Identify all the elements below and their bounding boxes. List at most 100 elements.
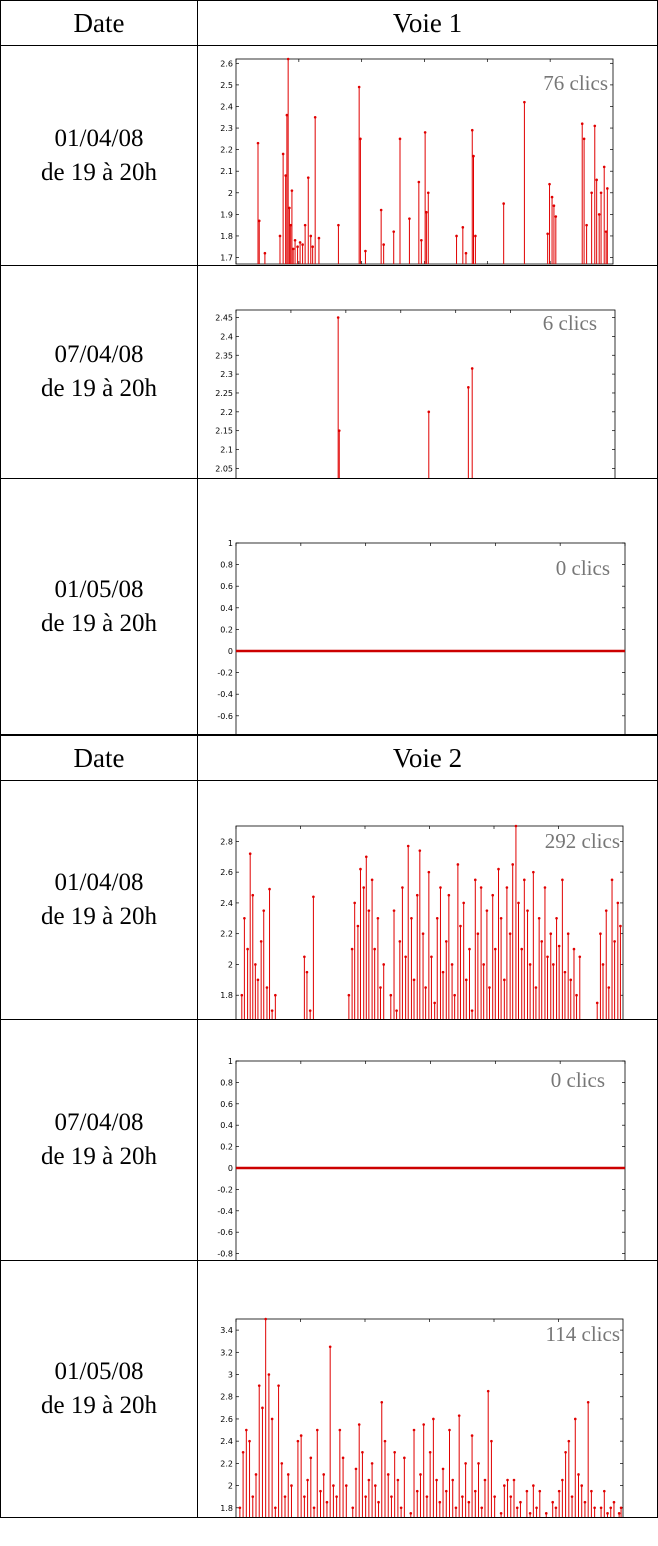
stem-point xyxy=(254,963,257,966)
stem-point xyxy=(265,986,269,989)
stem-point xyxy=(550,195,554,199)
stem-point xyxy=(435,1478,438,1482)
y-tick-label: 1.7 xyxy=(220,254,233,263)
y-tick-label: 2.35 xyxy=(215,351,233,360)
stem-point xyxy=(406,844,410,848)
stem-point xyxy=(583,1500,587,1504)
stem-point xyxy=(444,1489,448,1493)
stem-point xyxy=(447,893,451,897)
stem-point xyxy=(444,940,448,943)
stem-point xyxy=(597,213,601,216)
stem-point xyxy=(511,863,515,866)
y-tick-label: 1.8 xyxy=(220,991,233,1000)
stem-point xyxy=(604,230,608,233)
stem-point xyxy=(564,1450,567,1454)
y-tick-label: 0.8 xyxy=(220,561,233,570)
stem-point xyxy=(430,955,433,959)
stem-point xyxy=(246,947,249,951)
date-text: 01/04/08 xyxy=(54,869,144,896)
table-header-voie1: Date Voie 1 xyxy=(1,0,657,46)
y-tick-label: 0.8 xyxy=(220,1078,233,1087)
stem-point xyxy=(350,947,354,951)
stem-point xyxy=(303,223,307,227)
stem-point xyxy=(262,909,266,912)
stem-point xyxy=(528,963,532,966)
stem-point xyxy=(563,970,567,974)
date-cell: 01/05/08 de 19 à 20h xyxy=(1,1261,198,1517)
y-tick-label: 2.2 xyxy=(220,408,233,417)
stem-point xyxy=(412,1428,416,1432)
stem-point xyxy=(448,1428,451,1432)
y-tick-label: 2.1 xyxy=(220,167,233,176)
date-column-header: Date xyxy=(1,736,198,780)
stem-point xyxy=(261,1406,264,1410)
stem-point xyxy=(464,978,468,982)
stem-point xyxy=(270,1009,274,1012)
stem-point xyxy=(490,1439,493,1443)
y-tick-label: 2.6 xyxy=(220,59,233,68)
y-tick-label: 2.6 xyxy=(220,868,233,877)
table-row: 01/04/08 de 19 à 20h 010203040501.61.822… xyxy=(1,781,657,1020)
stem-point xyxy=(610,878,614,882)
stem-point xyxy=(613,940,616,943)
plot-frame xyxy=(235,1318,624,1517)
time-range-text: de 19 à 20h xyxy=(41,1392,157,1419)
stem-point xyxy=(470,128,474,132)
y-tick-label: -0.6 xyxy=(217,1228,233,1237)
stem-point xyxy=(425,210,428,214)
stem-point xyxy=(281,152,285,156)
stem-point xyxy=(317,236,321,240)
stem-point xyxy=(599,932,602,935)
stem-point xyxy=(353,901,356,905)
stem-point xyxy=(398,137,402,141)
y-tick-label: 2.3 xyxy=(220,370,233,379)
stem-point xyxy=(305,970,309,974)
y-tick-label: 2.2 xyxy=(220,930,233,939)
voie-column-header: Voie 2 xyxy=(392,742,463,773)
stem-point xyxy=(464,1462,467,1465)
stem-point xyxy=(398,940,402,943)
stem-point xyxy=(561,1478,564,1482)
stem-point xyxy=(386,1473,390,1476)
stem-point xyxy=(619,924,622,928)
stem-point xyxy=(555,917,558,920)
y-tick-label: 1 xyxy=(228,539,233,548)
stem-point xyxy=(457,1414,461,1417)
stem-point xyxy=(534,986,538,989)
stem-point xyxy=(585,223,588,227)
stem-point xyxy=(309,1456,313,1460)
chart-cell: 010203040501.61.822.22.42.62.833.23.4114… xyxy=(198,1261,657,1517)
stem-point xyxy=(289,223,292,227)
stem-point xyxy=(370,878,374,882)
date-cell: 01/05/08 de 19 à 20h xyxy=(1,479,198,734)
stem-point xyxy=(376,917,380,920)
stem-point xyxy=(344,1484,348,1487)
clic-count-annotation: 76 clics xyxy=(543,71,608,95)
y-tick-label: 1.8 xyxy=(220,232,233,241)
stem-plot: 010203040501.71.81.922.12.22.32.42.52.67… xyxy=(220,57,614,265)
stem-point xyxy=(602,165,606,169)
stem-point xyxy=(392,909,396,912)
y-tick-label: 2.5 xyxy=(220,81,233,90)
stem-point xyxy=(456,863,460,866)
date-text: 01/05/08 xyxy=(54,575,144,603)
stem-point xyxy=(373,947,376,951)
time-range-text: de 19 à 20h xyxy=(41,903,157,930)
stem-point xyxy=(544,1512,548,1515)
y-tick-label: 2.4 xyxy=(220,1437,233,1446)
y-tick-label: 2.4 xyxy=(220,332,233,341)
stem-point xyxy=(364,855,368,859)
stem-point xyxy=(238,1506,242,1510)
stem-point xyxy=(586,1400,590,1404)
y-tick-label: 0.6 xyxy=(220,1100,233,1109)
stem-point xyxy=(454,1506,458,1510)
stem-point xyxy=(601,963,605,966)
stem-point xyxy=(427,870,431,874)
stem-point xyxy=(470,1434,474,1437)
y-tick-label: 2.6 xyxy=(220,1415,233,1424)
y-tick-label: 0 xyxy=(228,647,233,656)
stem-point xyxy=(322,1473,326,1476)
stem-point xyxy=(468,947,471,951)
stem-point xyxy=(426,191,430,195)
